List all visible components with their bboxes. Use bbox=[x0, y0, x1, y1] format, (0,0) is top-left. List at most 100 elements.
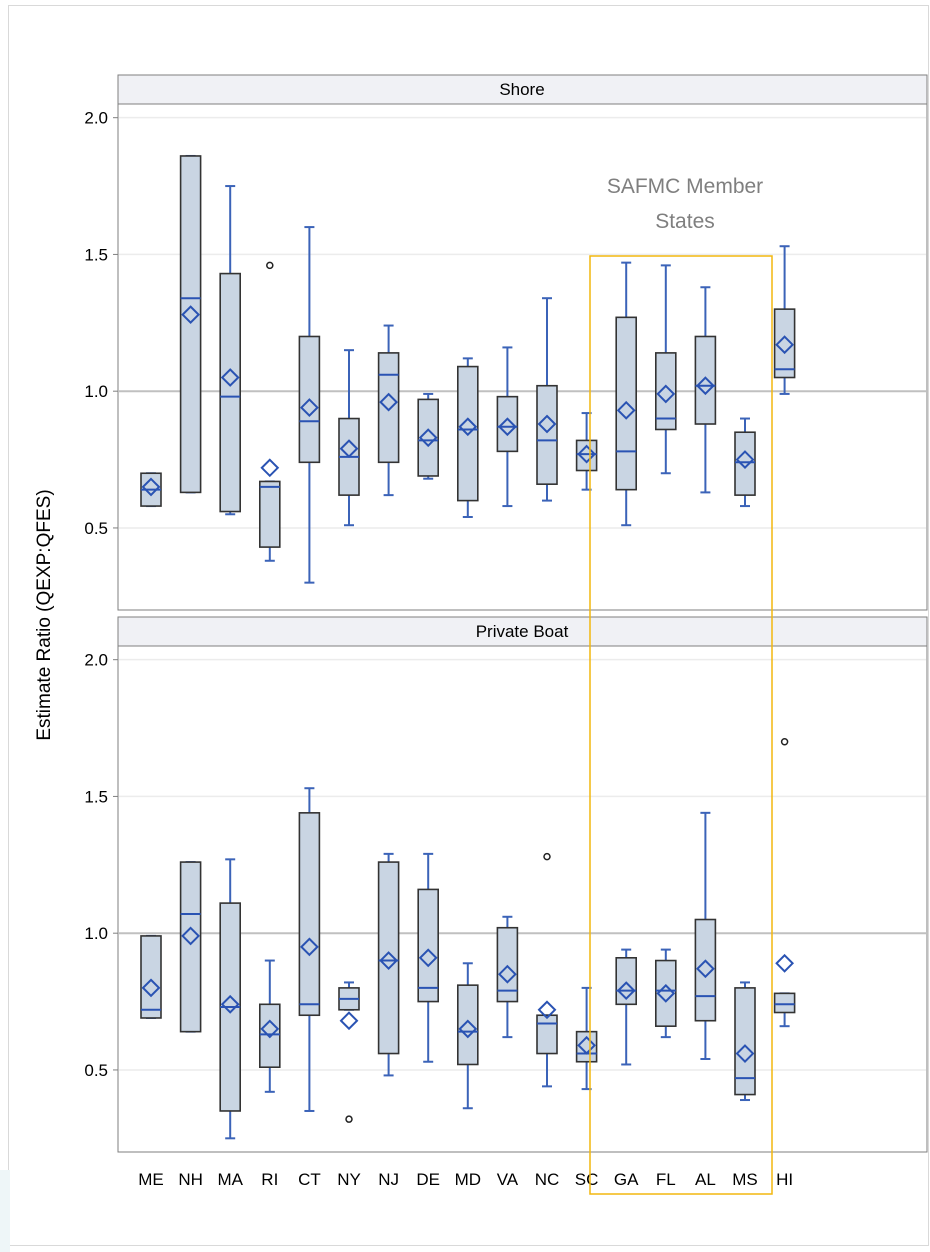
mean-marker bbox=[616, 400, 636, 420]
x-tick-label-ga: GA bbox=[614, 1170, 639, 1189]
mean-marker bbox=[656, 983, 676, 1003]
x-tick-label-ma: MA bbox=[217, 1170, 243, 1189]
x-tick-label-fl: FL bbox=[656, 1170, 676, 1189]
y-tick-label: 1.0 bbox=[84, 924, 108, 943]
boxes-private-boat bbox=[140, 737, 796, 1140]
mean-marker bbox=[220, 994, 240, 1014]
y-axis-title: Estimate Ratio (QEXP:QFES) bbox=[34, 489, 55, 740]
gridlines-shore bbox=[119, 116, 926, 529]
outlier-point bbox=[345, 1115, 353, 1123]
box-de bbox=[417, 398, 440, 477]
plot-area-shore bbox=[117, 103, 928, 611]
mean-marker bbox=[181, 305, 201, 325]
box-nj bbox=[377, 861, 400, 1055]
side-shade bbox=[0, 1170, 10, 1252]
panel-private-boat: Private Boat 0.5 1.0 1.5 2.0 bbox=[84, 616, 928, 1153]
panel-shore: Shore 0.5 1.0 1.5 2.0 bbox=[84, 74, 928, 611]
box-hi bbox=[773, 308, 796, 379]
y-tick-label: 1.0 bbox=[84, 382, 108, 401]
mean-marker bbox=[735, 1044, 755, 1063]
x-tick-label-md: MD bbox=[455, 1170, 481, 1189]
x-tick-label-sc: SC bbox=[575, 1170, 599, 1189]
mean-marker bbox=[141, 477, 161, 497]
y-tick-label: 2.0 bbox=[84, 109, 108, 128]
x-tick-label-ri: RI bbox=[261, 1170, 278, 1189]
outlier-point bbox=[780, 737, 789, 746]
mean-marker bbox=[775, 953, 795, 973]
mean-marker bbox=[458, 417, 478, 437]
strip-title-private-boat: Private Boat bbox=[476, 622, 569, 641]
mean-marker bbox=[458, 1019, 478, 1039]
x-tick-label-al: AL bbox=[695, 1170, 716, 1189]
annotation-line-2: States bbox=[655, 210, 715, 233]
x-tick-label-me: ME bbox=[138, 1170, 164, 1189]
strip-shore bbox=[117, 74, 928, 105]
mean-marker bbox=[616, 981, 636, 1001]
mean-marker bbox=[339, 439, 359, 459]
box-ms bbox=[734, 431, 756, 496]
mean-marker bbox=[775, 335, 795, 355]
y-tick-label: 2.0 bbox=[84, 651, 108, 670]
x-axis-labels: ME NH MA RI CT NY NJ DE MD VA NC SC GA FL AL MS HI bbox=[138, 1170, 793, 1189]
mean-marker bbox=[299, 937, 319, 957]
x-tick-label-va: VA bbox=[497, 1170, 519, 1189]
box-ms bbox=[734, 987, 756, 1096]
x-tick-label-ny: NY bbox=[337, 1170, 361, 1189]
strip-private-boat bbox=[117, 616, 928, 647]
mean-marker bbox=[418, 948, 438, 968]
mean-marker bbox=[260, 458, 280, 478]
box-md bbox=[456, 984, 479, 1066]
mean-marker bbox=[141, 978, 161, 998]
plot-area-private-boat bbox=[117, 645, 928, 1153]
mean-marker bbox=[220, 368, 240, 387]
x-tick-label-ms: MS bbox=[732, 1170, 758, 1189]
mean-marker bbox=[577, 1035, 597, 1055]
strip-title-shore: Shore bbox=[499, 80, 544, 99]
box-hi bbox=[773, 992, 796, 1014]
box-va bbox=[496, 926, 519, 1003]
y-ticks-private-boat: 0.5 1.0 1.5 2.0 bbox=[84, 651, 118, 1080]
boxes-shore bbox=[140, 154, 796, 584]
mean-marker bbox=[656, 384, 676, 404]
box-ma bbox=[219, 272, 241, 513]
outlier-point bbox=[543, 852, 551, 861]
box-al bbox=[694, 335, 717, 425]
box-fl bbox=[654, 959, 677, 1027]
x-tick-label-nc: NC bbox=[535, 1170, 560, 1189]
x-tick-label-ct: CT bbox=[298, 1170, 321, 1189]
mean-marker bbox=[537, 414, 557, 434]
box-nc bbox=[536, 384, 558, 485]
box-ri bbox=[258, 480, 281, 548]
y-ticks-shore: 0.5 1.0 1.5 2.0 bbox=[84, 109, 118, 538]
mean-marker bbox=[497, 417, 517, 437]
mean-marker bbox=[299, 398, 319, 418]
mean-marker bbox=[418, 428, 438, 448]
annotation-line-1: SAFMC Member bbox=[607, 175, 763, 198]
mean-marker bbox=[695, 959, 715, 979]
mean-marker bbox=[379, 392, 399, 412]
box-me bbox=[140, 935, 162, 1019]
mean-marker bbox=[735, 450, 755, 469]
box-nc bbox=[536, 1014, 558, 1055]
box-ct bbox=[298, 812, 321, 1017]
x-tick-label-de: DE bbox=[416, 1170, 440, 1189]
outlier-point bbox=[266, 261, 274, 270]
box-sc bbox=[575, 439, 598, 472]
box-fl bbox=[654, 352, 677, 431]
x-tick-label-nj: NJ bbox=[378, 1170, 399, 1189]
mean-marker bbox=[537, 1000, 557, 1020]
x-tick-label-hi: HI bbox=[776, 1170, 793, 1189]
mean-marker bbox=[695, 376, 715, 396]
mean-marker bbox=[497, 964, 517, 984]
x-tick-label-nh: NH bbox=[178, 1170, 203, 1189]
box-nh bbox=[179, 155, 202, 494]
box-va bbox=[496, 395, 519, 453]
gridlines-private-boat bbox=[119, 658, 926, 1071]
box-de bbox=[417, 888, 440, 1003]
mean-marker bbox=[181, 926, 201, 946]
y-tick-label: 1.5 bbox=[84, 245, 108, 264]
mean-marker bbox=[339, 1011, 359, 1031]
mean-marker bbox=[577, 444, 597, 464]
